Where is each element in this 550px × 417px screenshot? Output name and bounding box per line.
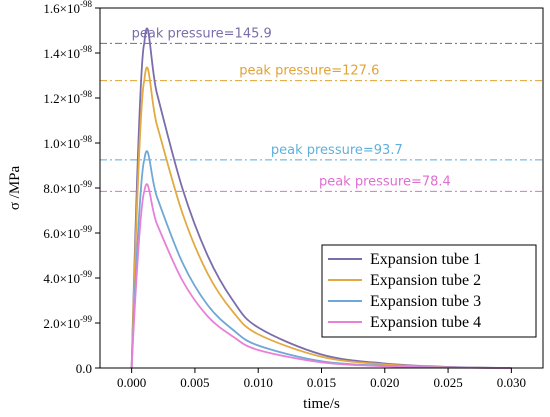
peak-pressure-label: peak pressure=93.7 xyxy=(271,143,403,158)
y-tick-label: 0.0 xyxy=(76,361,92,376)
y-tick-label: 1.4×10-98 xyxy=(43,44,92,61)
series-line xyxy=(130,183,512,369)
y-tick-label: 2.0×10-99 xyxy=(43,314,92,331)
legend-label: Expansion tube 3 xyxy=(370,293,481,310)
x-tick-label: 0.000 xyxy=(117,375,146,390)
y-tick-label: 6.0×10-99 xyxy=(43,224,92,241)
y-tick-label: 1.0×10-98 xyxy=(43,134,92,151)
x-axis-ticks: 0.000 0.005 0.010 0.015 0.020 0.025 0.030 xyxy=(117,368,526,390)
x-tick-label: 0.020 xyxy=(370,375,399,390)
y-tick-label: 1.2×10-98 xyxy=(43,89,92,106)
legend-label: Expansion tube 4 xyxy=(370,314,481,331)
x-tick-label: 0.025 xyxy=(433,375,462,390)
y-tick-label: 8.0×10-99 xyxy=(43,179,92,196)
legend-label: Expansion tube 1 xyxy=(370,251,481,268)
x-tick-label: 0.015 xyxy=(307,375,336,390)
x-axis-title: time/s xyxy=(303,396,340,412)
series-line xyxy=(130,66,512,369)
legend-label: Expansion tube 2 xyxy=(370,272,481,289)
legend: Expansion tube 1 Expansion tube 2 Expansio… xyxy=(321,244,537,338)
series-lines xyxy=(130,27,512,369)
x-tick-label: 0.005 xyxy=(180,375,209,390)
reference-lines xyxy=(100,42,543,192)
peak-pressure-label: peak pressure=78.4 xyxy=(319,174,451,189)
x-tick-label: 0.030 xyxy=(497,375,526,390)
peak-pressure-label: peak pressure=127.6 xyxy=(239,64,379,79)
peak-pressure-label: peak pressure=145.9 xyxy=(132,26,272,41)
x-tick-label: 0.010 xyxy=(244,375,273,390)
y-axis-title: σ /MPa xyxy=(7,165,23,210)
y-tick-label: 1.6×10-98 xyxy=(43,0,92,16)
peak-annotations: peak pressure=145.9 peak pressure=127.6 pe… xyxy=(132,26,451,189)
y-axis-ticks: 0.0 2.0×10-99 4.0×10-99 6.0×10-99 8.0×10-99 1… xyxy=(43,0,100,376)
y-tick-label: 4.0×10-99 xyxy=(43,269,92,286)
